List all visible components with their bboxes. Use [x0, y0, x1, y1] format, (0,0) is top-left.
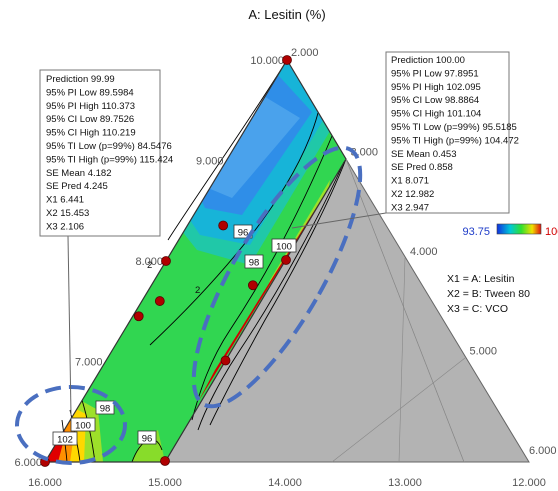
chart-title: A: Lesitin (%) — [248, 7, 325, 22]
contour-label-box — [137, 430, 157, 445]
a-tick-label: 5.000 — [470, 346, 498, 358]
b-tick-label: 14.000 — [268, 477, 302, 489]
prediction-line: X3 2.947 — [391, 202, 429, 213]
c-tick-label: 6.000 — [14, 457, 42, 469]
design-point — [133, 311, 144, 322]
legend-x2: X2 = B: Tween 80 — [447, 288, 530, 300]
design-point — [154, 296, 165, 306]
contour-label-box — [271, 238, 297, 253]
design-point — [282, 55, 292, 65]
design-point — [247, 280, 258, 291]
contour-label: 102 — [57, 435, 73, 446]
prediction-line: 95% CI Low 89.7526 — [46, 114, 134, 125]
prediction-line: SE Pred 0.858 — [391, 162, 453, 173]
contour-label: 98 — [249, 258, 260, 269]
prediction-line: SE Pred 4.245 — [46, 181, 108, 192]
prediction-line: X1 8.071 — [391, 176, 429, 187]
c-tick-label: 8.000 — [135, 256, 163, 268]
prediction-line: 95% PI Low 97.8951 — [391, 68, 479, 79]
design-point — [218, 220, 229, 231]
prediction-box-left-text: Prediction 99.99 95% PI Low 89.5984 95% PI… — [46, 74, 173, 232]
prediction-box-right-text: Prediction 100.00 95% PI Low 97.8951 95% P… — [391, 55, 519, 213]
b-tick-label: 13.000 — [388, 477, 422, 489]
contour-label: 100 — [75, 421, 91, 432]
design-point — [161, 256, 171, 266]
prediction-line: Prediction 99.99 — [46, 74, 115, 85]
leader-line-left — [67, 235, 72, 416]
contour-label-box — [95, 400, 115, 415]
colorbar-max-label: 100 — [545, 226, 558, 238]
prediction-line: Prediction 100.00 — [391, 55, 465, 66]
prediction-line: 95% CI Low 98.8864 — [391, 95, 479, 106]
design-point — [220, 355, 231, 366]
prediction-line: SE Mean 0.453 — [391, 149, 457, 160]
prediction-line: SE Mean 4.182 — [46, 168, 112, 179]
legend-x3: X3 = C: VCO — [447, 303, 508, 315]
prediction-box-right — [385, 51, 510, 214]
tick-labels: 10.0009.0008.0007.0006.0002.0003.0004.00… — [14, 47, 556, 489]
a-tick-label: 4.000 — [410, 246, 438, 258]
contour-label: 98 — [100, 404, 111, 415]
prediction-line: 95% CI High 110.219 — [46, 128, 136, 139]
prediction-line: X2 12.982 — [391, 189, 434, 200]
prediction-line: 95% CI High 101.104 — [391, 109, 481, 120]
a-tick-label: 2.000 — [291, 47, 319, 59]
c-tick-label: 9.000 — [196, 156, 224, 168]
contour-label: 96 — [142, 434, 153, 445]
design-point — [281, 255, 291, 265]
design-point — [160, 456, 170, 466]
grid-lines — [331, 158, 466, 463]
prediction-line: 95% PI Low 89.5984 — [46, 87, 134, 98]
contour-label-box — [244, 254, 264, 269]
prediction-line: 95% TI High (p=99%) 104.472 — [391, 135, 519, 146]
prediction-line: 95% TI High (p=99%) 115.424 — [46, 154, 173, 165]
prediction-line: X1 6.441 — [46, 195, 84, 206]
contour-label-box — [52, 431, 78, 446]
a-tick-label: 6.000 — [529, 445, 557, 457]
b-tick-label: 15.000 — [148, 477, 182, 489]
prediction-line: 95% PI High 110.373 — [46, 101, 135, 112]
edge-label-mid: 2 — [195, 285, 200, 296]
contour-label: 96 — [238, 228, 249, 239]
c-tick-label: 10.000 — [250, 55, 284, 67]
prediction-line: 95% TI Low (p=99%) 84.5476 — [46, 141, 172, 152]
c-tick-label: 7.000 — [75, 357, 103, 369]
edge-label-left: 2 — [147, 260, 152, 271]
contour-label-box — [70, 417, 96, 432]
prediction-line: 95% TI Low (p=99%) 95.5185 — [391, 122, 517, 133]
colorbar-min-label: 93.75 — [462, 226, 490, 238]
prediction-line: X3 2.106 — [46, 221, 84, 232]
design-points — [40, 55, 292, 467]
b-tick-label: 12.000 — [512, 477, 546, 489]
contour-label: 100 — [276, 242, 292, 253]
prediction-line: X2 15.453 — [46, 208, 89, 219]
callout-ring-right — [191, 145, 363, 409]
colorbar — [496, 223, 542, 235]
leader-line-right — [291, 212, 387, 229]
prediction-box-left — [39, 69, 161, 237]
b-tick-label: 16.000 — [28, 477, 62, 489]
legend-x1: X1 = A: Lesitin — [447, 273, 515, 285]
prediction-line: 95% PI High 102.095 — [391, 82, 481, 93]
